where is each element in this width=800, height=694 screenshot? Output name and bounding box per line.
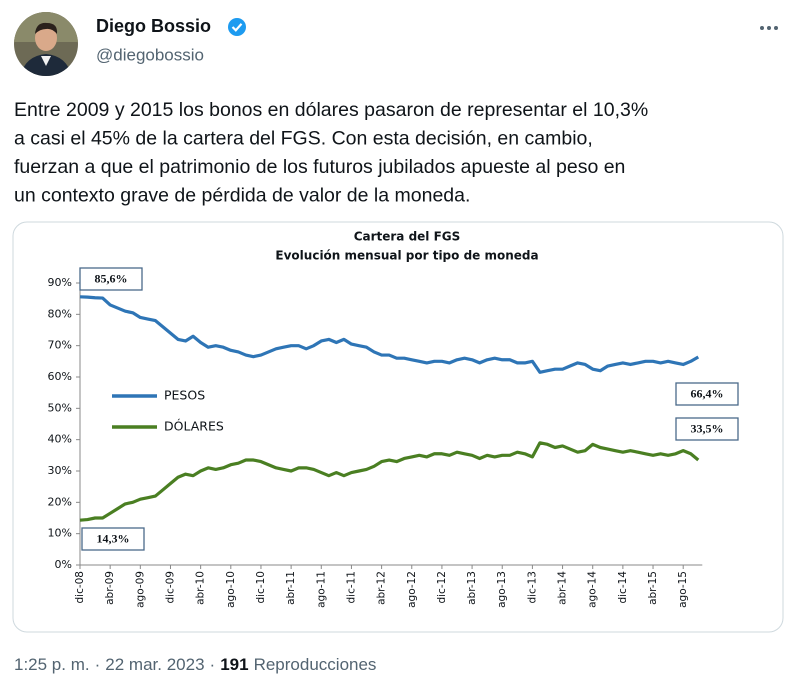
media-card[interactable]: [12, 221, 784, 633]
y-tick-label: 90%: [48, 276, 72, 289]
x-tick-label: ago-12: [406, 571, 418, 608]
timestamp: 1:25 p. m. · 22 mar. 2023 · 191 Reproduccione…: [14, 655, 376, 674]
footer-part: 22 mar. 2023: [105, 655, 204, 674]
annotation-label: 33,5%: [691, 421, 724, 435]
y-tick-label: 10%: [48, 527, 72, 540]
text-line: un contexto grave de pérdida de valor de…: [14, 185, 470, 207]
annotation-label: 85,6%: [95, 271, 128, 285]
x-tick-label: abr-13: [466, 571, 478, 605]
avatar[interactable]: [14, 12, 78, 78]
x-tick-label: ago-15: [677, 571, 689, 608]
x-tick-label: ago-14: [587, 571, 599, 608]
footer-part: ·: [95, 655, 101, 674]
text-line: fuerzan a que el patrimonio de los futur…: [14, 156, 625, 178]
y-tick-label: 70%: [48, 339, 72, 352]
chart: 0% 10% 20% 30% 40% 50% 60% 70% 80% 90% dic-08 abr-0…: [48, 267, 739, 608]
annotation-box: [675, 382, 739, 406]
x-tick-label: abr-14: [557, 571, 569, 605]
text-line: a casi el 45% de la cartera del FGS. Con…: [14, 128, 593, 150]
y-tick-label: 60%: [48, 370, 72, 383]
footer-part: Reproducciones: [254, 655, 377, 674]
legend-label: PESOS: [164, 388, 205, 403]
x-tick-label: dic-08: [74, 571, 86, 604]
y-tick-label: 0%: [55, 558, 72, 571]
verified-badge: [228, 18, 246, 36]
y-tick-label: 30%: [48, 464, 72, 477]
tweet-footer: 1:25 p. m. · 22 mar. 2023 · 191 Reproduccione…: [14, 655, 376, 674]
chart-subtitle: Evolución mensual por tipo de moneda: [275, 249, 538, 263]
annotation-box: [675, 417, 739, 441]
x-tick-label: dic-13: [526, 571, 538, 604]
x-tick-label: dic-12: [436, 571, 448, 604]
x-tick-label: abr-09: [104, 571, 116, 605]
annotation-box: [81, 527, 145, 551]
tweet-text: Entre 2009 y 2015 los bonos en dólares p…: [14, 99, 648, 207]
x-tick-label: abr-11: [285, 571, 297, 605]
annotation-label: 14,3%: [97, 531, 130, 545]
x-tick-label: abr-10: [195, 571, 207, 605]
x-tick-label: abr-12: [376, 571, 388, 605]
x-tick-label: dic-11: [345, 571, 357, 604]
x-tick-label: ago-13: [496, 571, 508, 608]
y-tick-label: 50%: [48, 401, 72, 414]
footer-part: 191: [220, 655, 248, 674]
x-tick-label: ago-11: [315, 571, 327, 608]
x-tick-label: dic-10: [255, 571, 267, 604]
y-tick-label: 40%: [48, 433, 72, 446]
x-tick-label: ago-10: [225, 571, 237, 608]
footer-part: 1:25 p. m.: [14, 655, 90, 674]
legend-label: DÓLARES: [164, 419, 224, 434]
series-line: [79, 441, 700, 522]
author-name[interactable]: Diego Bossio: [96, 16, 211, 36]
x-tick-label: ago-09: [134, 571, 146, 608]
y-tick-label: 80%: [48, 307, 72, 320]
x-tick-label: abr-15: [647, 571, 659, 605]
x-tick-label: dic-09: [164, 571, 176, 604]
footer-part: ·: [210, 655, 216, 674]
y-tick-label: 20%: [48, 495, 72, 508]
annotation-label: 66,4%: [691, 386, 724, 400]
x-tick-label: dic-14: [617, 571, 629, 604]
text-line: Entre 2009 y 2015 los bonos en dólares p…: [14, 99, 648, 121]
author-handle[interactable]: @diegobossio: [96, 45, 204, 64]
more-button[interactable]: [760, 26, 778, 30]
series-line: [79, 295, 700, 374]
annotation-box: [79, 267, 143, 291]
chart-title: Cartera del FGS: [354, 230, 461, 244]
